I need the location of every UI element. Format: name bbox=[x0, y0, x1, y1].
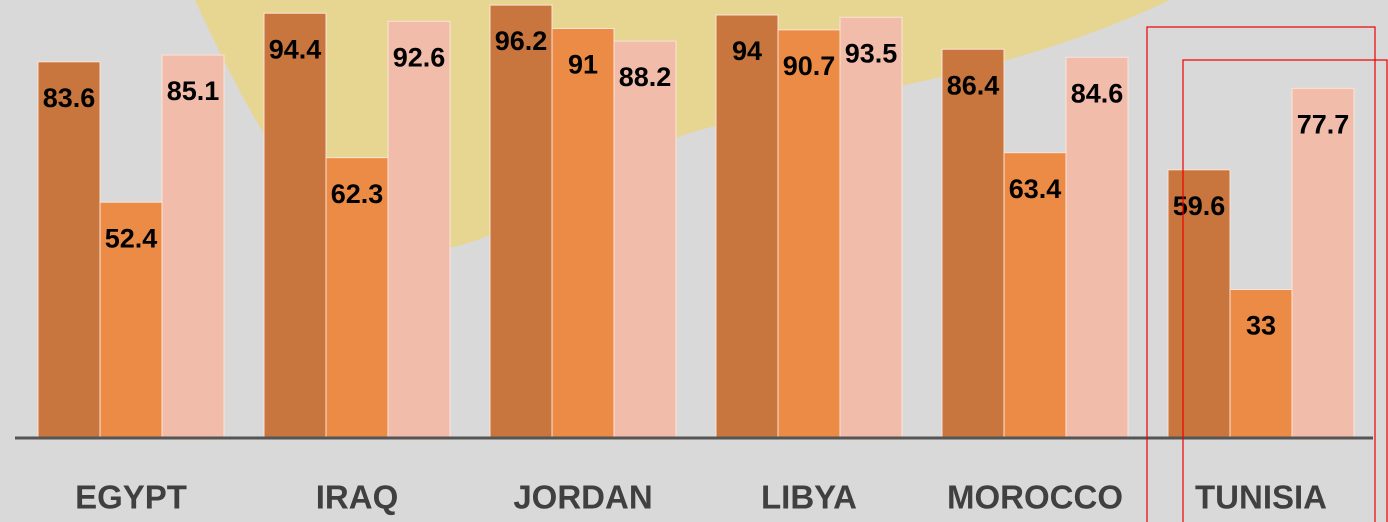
bar bbox=[489, 4, 553, 439]
bar bbox=[613, 40, 677, 439]
bar bbox=[387, 20, 451, 439]
data-label: 93.5 bbox=[845, 38, 898, 68]
x-tick-label: LIBYA bbox=[761, 479, 857, 516]
data-label: 77.7 bbox=[1297, 109, 1350, 139]
bar bbox=[37, 61, 101, 439]
bar bbox=[161, 54, 225, 439]
bar bbox=[1167, 169, 1231, 439]
bar bbox=[325, 157, 389, 439]
x-tick-label: IRAQ bbox=[316, 479, 399, 516]
x-tick-label: EGYPT bbox=[75, 479, 187, 516]
bar bbox=[715, 14, 779, 439]
data-label: 85.1 bbox=[167, 76, 220, 106]
data-label: 33 bbox=[1246, 311, 1276, 341]
bar bbox=[941, 48, 1005, 439]
x-tick-label: JORDAN bbox=[513, 479, 652, 516]
data-label: 59.6 bbox=[1173, 191, 1226, 221]
bar bbox=[99, 201, 163, 439]
bar bbox=[263, 12, 327, 439]
data-label: 94 bbox=[732, 36, 762, 66]
bar bbox=[1065, 56, 1129, 439]
plot: 83.6 52.4 85.1 EGYPT 94.4 62.3 92.6 IRAQ 96.2 91 8… bbox=[37, 4, 1355, 516]
data-label: 88.2 bbox=[619, 62, 672, 92]
bar bbox=[839, 16, 903, 439]
bar bbox=[1291, 87, 1355, 439]
data-label: 91 bbox=[568, 50, 598, 80]
bar bbox=[777, 29, 841, 439]
data-label: 62.3 bbox=[331, 179, 384, 209]
data-label: 90.7 bbox=[783, 51, 836, 81]
data-label: 94.4 bbox=[269, 34, 322, 64]
data-label: 84.6 bbox=[1071, 78, 1124, 108]
data-label: 52.4 bbox=[105, 223, 158, 253]
bar bbox=[551, 28, 615, 439]
data-label: 86.4 bbox=[947, 70, 1000, 100]
highlight-box bbox=[1146, 26, 1376, 522]
x-tick-label: MOROCCO bbox=[947, 479, 1123, 516]
bar bbox=[1003, 152, 1067, 439]
data-label: 92.6 bbox=[393, 42, 446, 72]
highlight-box bbox=[1182, 59, 1388, 522]
data-label: 63.4 bbox=[1009, 174, 1062, 204]
data-label: 83.6 bbox=[43, 83, 96, 113]
data-label: 96.2 bbox=[495, 26, 548, 56]
x-tick-label: TUNISIA bbox=[1195, 479, 1327, 516]
